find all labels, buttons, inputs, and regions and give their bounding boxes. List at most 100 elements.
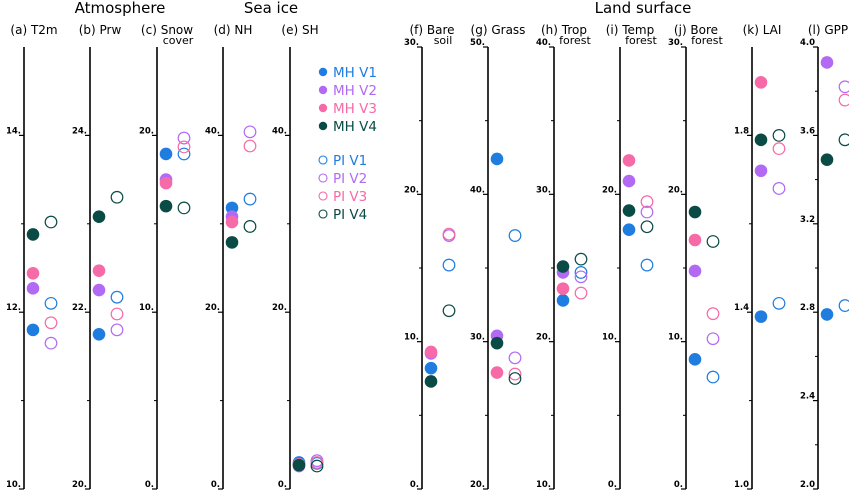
marker-mh-v3-i	[622, 154, 636, 167]
marker-mh-v3-d	[225, 215, 239, 229]
marker-mh-v3-f	[424, 345, 438, 359]
panel-f-title: (f) Bare	[409, 23, 454, 37]
panel-h-tick-label: 10.	[536, 480, 551, 490]
marker-mh-v1-k	[754, 310, 768, 323]
marker-pi-v3-b	[110, 307, 124, 321]
panel-e-tick-label: 40.	[272, 126, 287, 136]
marker-pi-v4-a	[44, 215, 58, 229]
panel-a-tick-label: 10.	[6, 480, 21, 490]
panel-k-title: (k) LAI	[743, 23, 782, 37]
marker-mh-v3-g	[490, 366, 504, 379]
panel-d: (d) NH 40. 20. 0.	[205, 23, 257, 490]
group-title-sea-ice: Sea ice	[244, 0, 298, 17]
panel-g-title: (g) Grass	[471, 23, 526, 37]
marker-mh-v3-c	[159, 176, 173, 190]
marker-mh-v2-k	[754, 164, 768, 178]
legend-item-pi-v2: PI V2	[318, 171, 367, 187]
marker-mh-v1-h	[556, 294, 570, 307]
marker-pi-v2-b	[110, 323, 124, 337]
marker-mh-v4-f	[424, 375, 438, 388]
group-title-land-surface: Land surface	[595, 0, 692, 17]
panel-c-title-line2: cover	[163, 34, 194, 47]
marker-mh-v4-a	[26, 228, 40, 241]
marker-mh-v4-k	[754, 133, 768, 147]
marker-pi-v2-h	[574, 270, 588, 284]
marker-pi-v1-l	[838, 299, 849, 312]
panel-c-tick-label: 0.	[145, 480, 154, 490]
marker-pi-v4-j	[706, 235, 720, 248]
panel-g-tick-label: 40.	[470, 185, 485, 195]
legend: MH V1 MH V2 MH V3 MH V4 PI V1 PI V2 PI V3 PI V4	[318, 65, 377, 223]
marker-pi-v4-f	[442, 304, 456, 318]
legend-label: MH V1	[333, 65, 377, 81]
panel-d-title: (d) NH	[214, 23, 253, 37]
legend-label: PI V1	[333, 153, 367, 169]
panel-l-tick-label: 2.4	[800, 392, 815, 402]
legend-item-pi-v3: PI V3	[318, 189, 367, 205]
panel-c-tick-label: 20.	[139, 126, 154, 136]
panel-f-tick-label: 0.	[410, 480, 419, 490]
marker-pi-v3-f	[442, 227, 456, 241]
panel-i-tick-label: 0.	[608, 480, 617, 490]
panel-b: (b) Prw 24. 22. 20.	[72, 23, 124, 490]
marker-mh-v4-l	[820, 153, 834, 167]
legend-item-mh-v1: MH V1	[318, 65, 377, 81]
marker-pi-v4-g	[508, 372, 522, 385]
panel-l-tick-label: 2.0	[800, 480, 815, 490]
marker-mh-v1-i	[622, 223, 636, 236]
panel-h-tick-label: 40.	[536, 38, 551, 48]
marker-pi-v3-k	[772, 142, 786, 156]
marker-pi-v3-h	[574, 286, 588, 300]
marker-mh-v4-b	[92, 210, 106, 224]
marker-pi-v1-c	[177, 147, 191, 161]
panel-f-tick-label: 20.	[404, 185, 419, 195]
marker-mh-v4-j	[688, 205, 702, 219]
marker-pi-v2-g	[508, 351, 522, 365]
marker-pi-v4-l	[838, 133, 849, 147]
marker-pi-v3-a	[44, 316, 58, 330]
marker-pi-v4-e	[310, 459, 324, 473]
panel-f-tick-label: 30.	[404, 38, 419, 48]
panel-c-title: (c) Snow	[141, 23, 193, 37]
panel-c-tick-label: 10.	[139, 303, 154, 313]
marker-pi-v2-c	[177, 131, 191, 145]
marker-pi-v1-b	[110, 290, 124, 304]
marker-pi-v3-e	[310, 456, 324, 469]
panel-j-tick-label: 0.	[674, 480, 683, 490]
legend-item-pi-v4: PI V4	[318, 207, 367, 223]
marker-pi-v1-d	[243, 192, 257, 206]
marker-mh-v4-i	[622, 204, 636, 217]
marker-pi-v4-b	[110, 190, 124, 204]
panel-h-title-line2: forest	[559, 34, 591, 47]
marker-mh-v4-e	[292, 458, 306, 472]
panel-l-tick-label: 3.6	[800, 126, 815, 136]
legend-marker	[318, 67, 328, 77]
panel-a-tick-label: 12.	[6, 303, 21, 313]
marker-pi-v3-i	[640, 195, 654, 209]
panel-d-tick-label: 40.	[205, 126, 220, 136]
marker-mh-v3-a	[26, 267, 40, 280]
panel-b-tick-label: 20.	[72, 480, 87, 490]
marker-mh-v2-b	[92, 283, 106, 297]
marker-pi-v1-a	[44, 296, 58, 310]
panel-b-tick-label: 22.	[72, 303, 87, 313]
marker-mh-v1-l	[820, 308, 834, 321]
panel-j-title-line2: forest	[691, 34, 723, 47]
marker-pi-v3-j	[706, 307, 720, 321]
panel-h-tick-label: 30.	[536, 185, 551, 195]
panel-e-tick-label: 0.	[278, 480, 287, 490]
legend-marker	[318, 191, 328, 201]
marker-mh-v3-k	[754, 76, 768, 89]
marker-mh-v4-d	[225, 236, 239, 249]
panel-l-title: (l) GPP	[808, 23, 848, 37]
marker-pi-v4-d	[243, 220, 257, 233]
panel-g-tick-label: 20.	[470, 480, 485, 490]
marker-mh-v1-g	[490, 152, 504, 166]
marker-pi-v2-l	[838, 80, 849, 94]
panel-j-tick-label: 20.	[668, 185, 683, 195]
marker-mh-v1-b	[92, 328, 106, 341]
panel-j-tick-label: 10.	[668, 333, 683, 343]
